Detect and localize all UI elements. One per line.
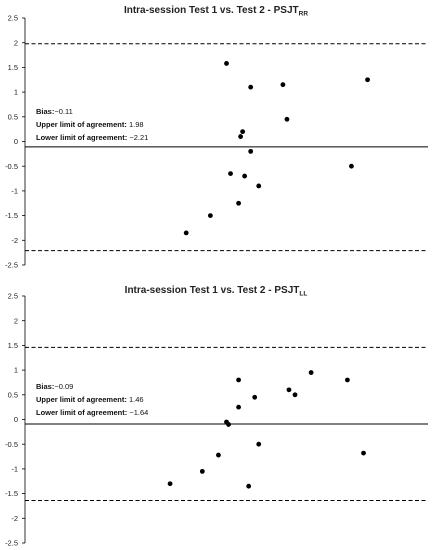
y-tick-label: -2 [11,236,18,245]
chart-title: Intra-session Test 1 vs. Test 2 - PSJTLL [125,285,308,298]
chart-panel-2: Intra-session Test 1 vs. Test 2 - PSJTLL… [5,285,428,548]
y-tick-label: -2 [11,514,18,523]
data-point [199,468,205,474]
data-point [365,77,370,83]
chart-title-subscript: RR [299,11,309,18]
y-tick-label: -0.5 [5,440,18,449]
data-point [246,483,252,489]
y-tick-label: -2.5 [5,261,18,270]
chart-title: Intra-session Test 1 vs. Test 2 - PSJTRR [124,5,308,18]
data-point [167,481,173,487]
data-point [238,134,244,139]
chart-title-subscript: LL [299,291,307,298]
data-point [216,452,221,458]
data-point [224,61,229,66]
y-tick-label: 1 [14,366,18,375]
data-point [248,84,254,90]
y-tick-label: -0.5 [5,162,18,171]
chart-panel-1: Intra-session Test 1 vs. Test 2 - PSJTRR… [5,5,428,270]
y-tick-label: 0.5 [8,112,18,121]
y-tick-label: -1.5 [5,489,18,498]
data-point [256,441,262,447]
y-tick-label: -1 [11,465,18,474]
y-tick-label: -1 [11,187,18,196]
data-point [361,450,366,456]
data-point [256,183,262,189]
data-point [228,171,233,177]
y-tick-label: 2 [14,316,18,325]
data-point [349,163,354,169]
y-tick-label: 2.5 [8,14,18,23]
data-point [292,392,298,398]
y-tick-label: 1.5 [8,341,18,350]
y-tick-label: 2 [14,38,18,47]
data-point [308,370,314,375]
upper-limit-annotation: Upper limit of agreement: 1.98 [36,120,144,129]
y-tick-label: 0.5 [8,390,18,399]
lower-limit-annotation: Lower limit of agreement: −1.64 [36,408,148,417]
y-tick-label: -1.5 [5,211,18,220]
data-point [236,404,241,410]
data-point [242,173,248,179]
data-point [240,129,246,135]
data-point [280,82,286,88]
y-tick-label: 0 [14,137,18,146]
y-tick-label: 1.5 [8,63,18,72]
bias-annotation: Bias:−0.09 [36,382,73,391]
data-point [286,387,292,393]
bias-annotation: Bias:−0.11 [36,107,73,116]
data-point [183,230,189,236]
upper-limit-annotation: Upper limit of agreement: 1.46 [36,395,144,404]
data-point [226,422,231,427]
data-point [248,148,254,154]
y-tick-label: 0 [14,415,18,424]
y-tick-label: -2.5 [5,539,18,548]
lower-limit-annotation: Lower limit of agreement: −2.21 [36,133,148,142]
y-tick-label: 1 [14,88,18,97]
data-point [236,377,241,383]
data-point [345,377,350,383]
y-tick-label: 2.5 [8,292,18,301]
data-point [207,213,213,219]
data-point [236,200,241,206]
data-point [252,394,258,400]
data-point [284,116,290,122]
